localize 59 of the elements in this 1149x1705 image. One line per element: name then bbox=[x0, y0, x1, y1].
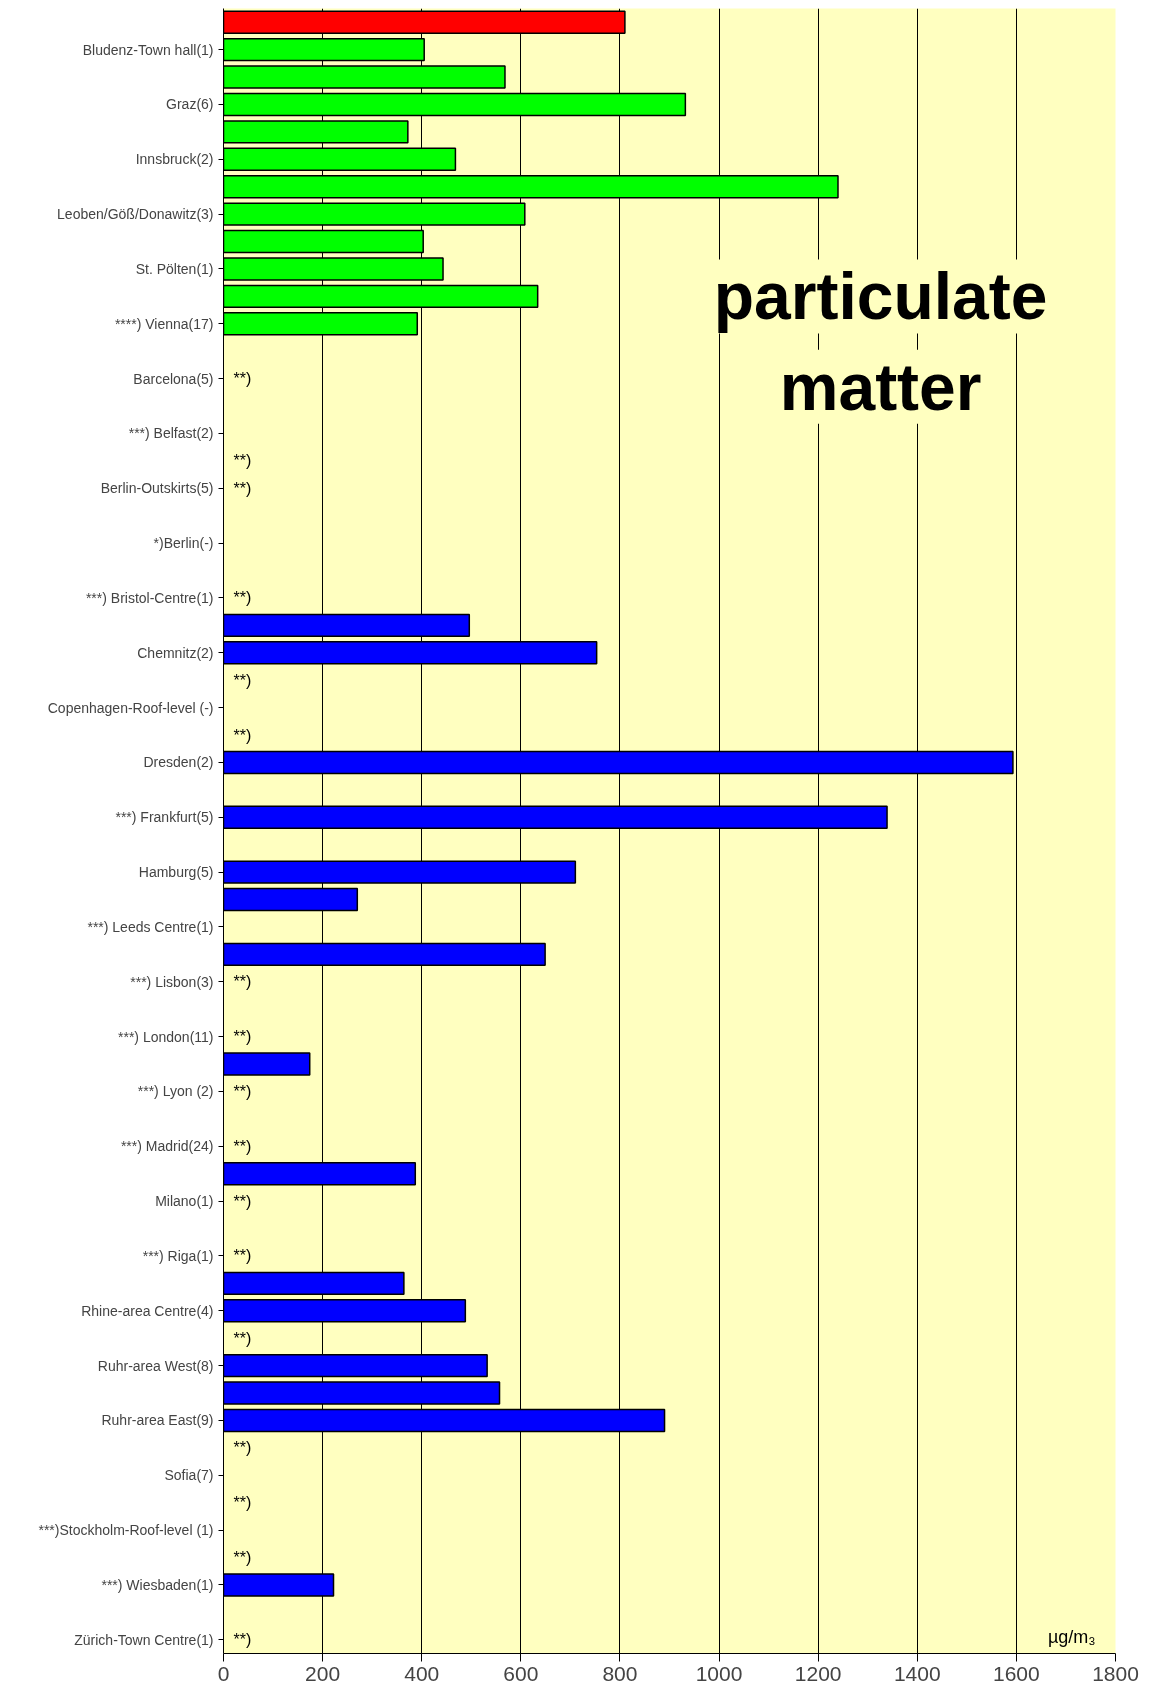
y-tick-label: Sofia(7) bbox=[164, 1467, 214, 1484]
y-tick-label: ***) London(11) bbox=[118, 1028, 214, 1045]
y-tick-label: Hamburg(5) bbox=[138, 864, 214, 881]
y-tick-label: ***) Frankfurt(5) bbox=[115, 809, 214, 826]
text: **) bbox=[233, 370, 252, 388]
y-tick-label: Milano(1) bbox=[155, 1193, 214, 1210]
text: **) bbox=[233, 452, 252, 470]
y-tick-label: ***) Lyon (2) bbox=[137, 1083, 214, 1100]
y-tick-label: *)Berlin(-) bbox=[153, 535, 214, 552]
y-tick-label: Barcelona(5) bbox=[133, 370, 214, 387]
y-tick-label: Berlin-Outskirts(5) bbox=[100, 480, 214, 497]
y-tick-label: ***)Stockholm-Roof-level (1) bbox=[38, 1522, 214, 1539]
y-tick-label: Rhine-area Centre(4) bbox=[81, 1302, 214, 1319]
x-tick-label: 400 bbox=[404, 1661, 440, 1685]
annotation: particulate matter bbox=[713, 259, 1048, 424]
y-tick-label: Ruhr-area East(9) bbox=[101, 1412, 214, 1429]
text: **) bbox=[233, 479, 252, 497]
annotation: µg/m₃ bbox=[1047, 1627, 1096, 1648]
y-tick-label: Graz(6) bbox=[166, 96, 214, 113]
text: **) bbox=[233, 1329, 252, 1347]
x-tick-label: 1600 bbox=[993, 1661, 1040, 1685]
y-tick-label: ***) Madrid(24) bbox=[120, 1138, 214, 1155]
y-tick-label: ***) Leeds Centre(1) bbox=[87, 918, 214, 935]
x-tick-label: 200 bbox=[305, 1661, 341, 1685]
y-tick-label: Leoben/Göß/Donawitz(3) bbox=[57, 206, 214, 223]
x-tick-label: 1800 bbox=[1092, 1661, 1139, 1685]
y-tick-label: ***) Riga(1) bbox=[142, 1247, 214, 1264]
text: **) bbox=[233, 1028, 252, 1046]
text: **) bbox=[233, 1082, 252, 1100]
text: **) bbox=[233, 1439, 252, 1457]
y-tick-label: Dresden(2) bbox=[143, 754, 214, 771]
y-tick-label: ***) Bristol-Centre(1) bbox=[85, 589, 214, 606]
y-tick-label: Bludenz-Town hall(1) bbox=[82, 41, 214, 58]
text: **) bbox=[233, 1192, 252, 1210]
y-tick-label: Chemnitz(2) bbox=[137, 644, 214, 661]
x-tick-label: 1200 bbox=[794, 1661, 842, 1685]
x-tick-label: 1400 bbox=[893, 1661, 941, 1685]
text: **) bbox=[233, 1549, 252, 1567]
text: **) bbox=[233, 589, 252, 607]
text: **) bbox=[233, 671, 252, 689]
y-tick-label: ***) Belfast(2) bbox=[128, 425, 214, 442]
text: **) bbox=[233, 1137, 252, 1155]
x-tick-label: 600 bbox=[503, 1661, 539, 1685]
x-tick-label: 800 bbox=[602, 1661, 638, 1685]
y-tick-label: ***) Lisbon(3) bbox=[130, 973, 214, 990]
y-tick-label: ***) Wiesbaden(1) bbox=[101, 1576, 214, 1593]
y-tick-label: Innsbruck(2) bbox=[135, 151, 214, 168]
y-tick-label: Copenhagen-Roof-level (-) bbox=[47, 699, 214, 716]
text: **) bbox=[233, 1494, 252, 1512]
y-tick-label: St. Pölten(1) bbox=[135, 260, 214, 277]
y-tick-label: Ruhr-area West(8) bbox=[97, 1357, 214, 1374]
text: **) bbox=[233, 726, 252, 744]
x-tick-label: 0 bbox=[217, 1661, 230, 1685]
x-tick-label: 1000 bbox=[695, 1661, 743, 1685]
text: **) bbox=[233, 1247, 252, 1265]
text: **) bbox=[233, 1631, 252, 1649]
y-tick-label: ****) Vienna(17) bbox=[114, 315, 214, 332]
y-tick-label: Zürich-Town Centre(1) bbox=[74, 1631, 214, 1648]
text: **) bbox=[233, 973, 252, 991]
